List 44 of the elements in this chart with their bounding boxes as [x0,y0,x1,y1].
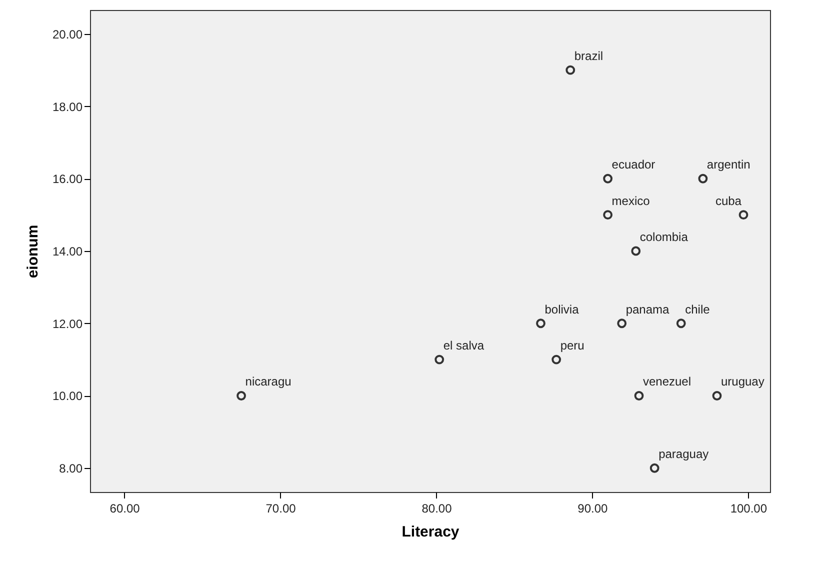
point [552,354,562,364]
annotation: uruguay [720,374,764,389]
point [631,246,641,256]
annotation: colombia [640,230,688,244]
x-tick-label: 80.00 [422,502,452,516]
y-tick-label: 12.00 [52,316,83,331]
x-tick-label: 90.00 [578,502,608,516]
annotation: bolivia [544,302,580,316]
x-axis-title: Literacy [402,524,460,540]
y-axis-title: eionum [24,224,42,278]
y-tick-label: 14.00 [52,244,83,258]
point [566,65,576,75]
y-tick-label: 20.00 [52,27,83,42]
point [634,391,644,400]
annotation: brazil [574,49,604,64]
annotation: nicaragu [245,374,292,389]
point [738,210,748,220]
point [698,174,708,184]
annotation: peru [560,338,584,353]
point [712,391,722,400]
annotation: paraguay [658,447,709,462]
y-tick-label: 10.00 [52,389,83,404]
x-tick-label: 60.00 [110,502,140,516]
point [650,463,660,473]
point [603,174,613,184]
point [536,318,546,328]
annotation: panama [626,302,670,316]
annotation: el salva [443,338,484,353]
annotation: cuba [715,194,742,208]
y-tick-label: 8.00 [59,462,83,476]
annotation: argentin [706,158,750,172]
point [434,354,444,364]
point [617,318,627,328]
annotation: mexico [612,194,650,208]
point [236,391,246,400]
y-tick-label: 16.00 [52,172,83,186]
y-tick-label: 18.00 [52,100,83,114]
point [603,210,613,220]
x-tick-label: 100.00 [730,502,768,516]
annotation: venezuel [642,374,692,389]
x-tick-label: 70.00 [266,502,296,516]
point [676,318,686,328]
annotation: ecuador [612,158,656,172]
annotation: chile [685,302,710,316]
